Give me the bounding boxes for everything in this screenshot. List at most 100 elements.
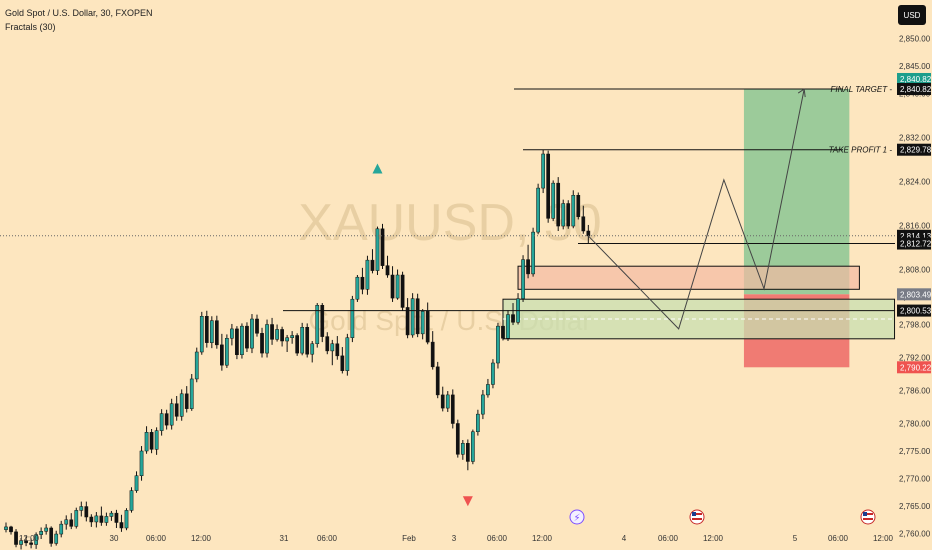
candle xyxy=(365,255,370,295)
candle xyxy=(325,332,330,355)
fractals-layer xyxy=(372,163,473,507)
candle xyxy=(340,347,345,374)
candle xyxy=(566,200,571,229)
candle xyxy=(385,255,390,278)
lightning-glyph: ⚡ xyxy=(573,513,580,524)
price-badge-label: 2,840.82 xyxy=(900,75,932,84)
indicator-label[interactable]: Fractals (30) xyxy=(5,22,56,32)
candle-body xyxy=(179,393,184,417)
candle xyxy=(410,293,415,338)
y-tick-label: 2,775.00 xyxy=(899,447,931,456)
zones-layer xyxy=(502,88,896,368)
x-tick-label: 12:00 xyxy=(873,534,894,543)
x-tick-label: 06:00 xyxy=(146,534,167,543)
candle-body xyxy=(9,526,13,533)
candle-body xyxy=(315,305,320,344)
currency-button[interactable]: USD xyxy=(898,5,926,25)
candle xyxy=(290,331,294,344)
x-tick-label: 5 xyxy=(793,534,798,543)
x-tick-label: 12:00 xyxy=(703,534,724,543)
time-axis[interactable]: 12:00 30 06:00 12:00 31 06:00 Feb 3 06:00 12:00 4 0… xyxy=(19,534,894,543)
candle xyxy=(174,396,179,421)
x-tick-label: 06:00 xyxy=(487,534,508,543)
candle-body xyxy=(566,203,571,227)
candle xyxy=(481,389,485,420)
candle xyxy=(581,205,586,234)
candle-body xyxy=(486,384,490,396)
candle xyxy=(345,333,350,376)
candle-body xyxy=(390,274,395,299)
candle xyxy=(230,323,234,346)
candle-body xyxy=(94,515,99,523)
event-icons: ⚡ xyxy=(569,509,876,525)
candle-body xyxy=(375,228,380,271)
candle-body xyxy=(14,531,18,545)
projection-path xyxy=(587,89,805,330)
candle xyxy=(24,536,28,547)
candle xyxy=(19,537,23,550)
y-tick-label: 2,765.00 xyxy=(899,502,931,511)
candle xyxy=(214,315,219,349)
candle-body xyxy=(44,527,49,532)
candle xyxy=(415,293,420,338)
price-badge xyxy=(897,237,931,250)
candle-body xyxy=(330,343,335,352)
price-badge xyxy=(897,288,931,301)
candle-body xyxy=(571,195,576,227)
candle xyxy=(14,529,18,548)
candle-body xyxy=(450,394,455,424)
y-tick-label: 2,792.00 xyxy=(899,354,931,363)
candle xyxy=(330,339,335,366)
candle-body xyxy=(29,542,33,545)
candle xyxy=(476,409,480,436)
candle-body xyxy=(99,515,104,523)
candle xyxy=(335,336,340,360)
x-tick-label: 06:00 xyxy=(828,534,849,543)
candle xyxy=(240,323,244,359)
candle xyxy=(34,532,38,549)
candle-body xyxy=(149,432,154,450)
candle-body xyxy=(164,413,169,426)
candle xyxy=(159,409,164,436)
candle xyxy=(546,150,551,223)
price-badge-label: 2,814.13 xyxy=(900,232,932,241)
candle-body xyxy=(265,324,269,354)
candle-body xyxy=(114,512,119,523)
candle-body xyxy=(325,336,330,352)
candle xyxy=(496,322,500,369)
candle-body xyxy=(154,430,159,450)
candle-body xyxy=(481,394,485,415)
candle xyxy=(556,177,561,231)
candle xyxy=(465,439,470,471)
candle xyxy=(94,512,99,528)
candle xyxy=(104,512,109,526)
target-zone xyxy=(743,88,850,295)
candle-body xyxy=(491,362,495,385)
candle-body xyxy=(320,305,325,337)
candle-body xyxy=(496,325,500,364)
candle-body xyxy=(4,526,8,530)
candle xyxy=(491,359,495,389)
x-tick-label: Feb xyxy=(402,534,416,543)
candle xyxy=(250,314,254,354)
candle xyxy=(44,524,49,535)
candle xyxy=(305,323,310,358)
x-tick-label: 06:00 xyxy=(317,534,338,543)
candle xyxy=(430,331,435,370)
candle-body xyxy=(109,512,114,517)
candle xyxy=(511,303,515,326)
candle xyxy=(189,374,194,411)
candle xyxy=(209,316,214,349)
candle xyxy=(551,180,556,222)
candle-body xyxy=(511,314,515,323)
y-tick-label: 2,824.00 xyxy=(899,178,931,187)
candle xyxy=(400,271,405,311)
candle-body xyxy=(240,325,244,355)
x-tick-label: 12:00 xyxy=(19,534,40,543)
candle-body xyxy=(129,490,134,511)
candle-body xyxy=(64,519,69,525)
candle-body xyxy=(184,393,189,409)
candle xyxy=(204,310,209,348)
price-axis[interactable]: 2,760.00 2,765.00 2,770.00 2,775.00 2,780.00… xyxy=(897,35,932,539)
